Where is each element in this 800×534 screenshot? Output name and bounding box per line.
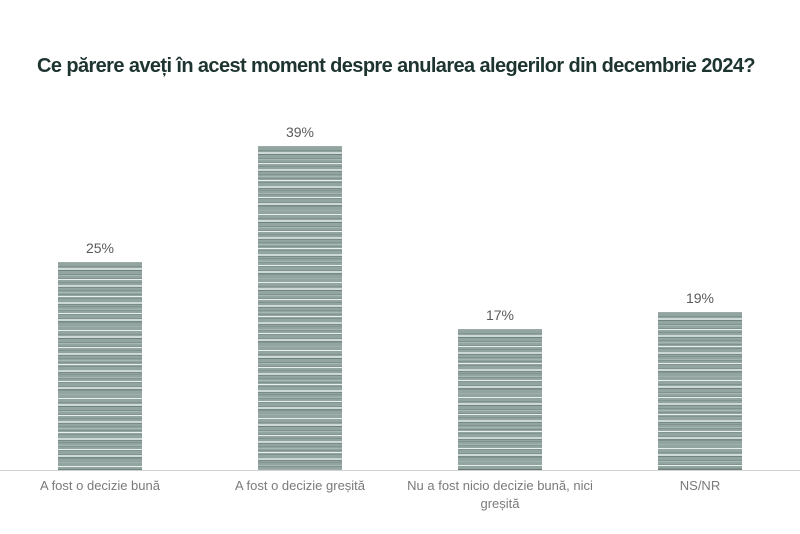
category-label: A fost o decizie greșită: [234, 478, 366, 493]
bar-column: 19%: [600, 100, 800, 470]
category-label: NS/NR: [679, 478, 721, 493]
bar: [58, 262, 142, 470]
bar-column: 39%: [200, 100, 400, 470]
bar: [258, 146, 342, 470]
chart-title: Ce părere aveți în acest moment despre a…: [37, 55, 756, 77]
bar: [458, 329, 542, 470]
category-label: Nu a fost nicio decizie bună, nici greși…: [407, 478, 593, 511]
x-axis-line: [0, 470, 800, 471]
bar-value-label: 19%: [685, 290, 715, 306]
bar-value-label: 25%: [85, 240, 115, 256]
bar-column: 17%: [400, 100, 600, 470]
bar-value-label: 39%: [285, 124, 315, 140]
plot-area: 25% 39% 17% 19%: [0, 100, 800, 470]
category-labels-row: A fost o decizie bună A fost o decizie gr…: [0, 477, 800, 512]
bar-column: 25%: [0, 100, 200, 470]
category-label: A fost o decizie bună: [40, 478, 160, 493]
bar: [658, 312, 742, 470]
bar-value-label: 17%: [485, 307, 515, 323]
